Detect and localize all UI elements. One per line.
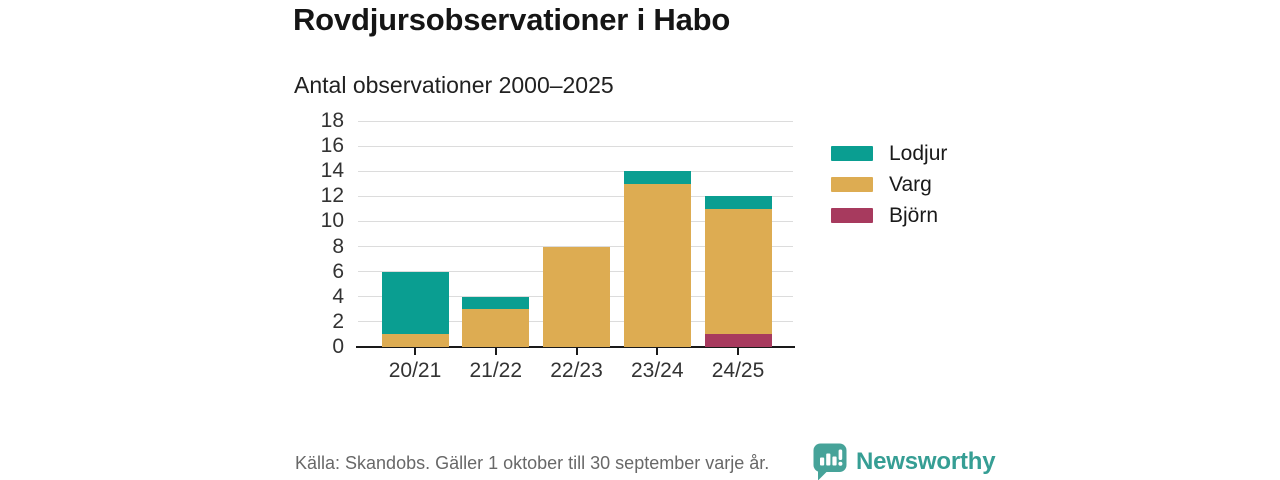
y-tick-label: 8 (332, 234, 344, 258)
bar-segment-varg (623, 183, 691, 347)
gridline (358, 120, 793, 122)
x-tick-label: 22/23 (550, 359, 603, 382)
bar-segment-lodjur (381, 271, 449, 335)
bar-20/21 (381, 121, 449, 347)
y-tick-label: 14 (320, 159, 344, 183)
x-axis-tick (494, 348, 497, 355)
newsworthy-logo-icon (813, 443, 847, 480)
source-note: Källa: Skandobs. Gäller 1 oktober till 3… (295, 453, 770, 473)
legend-item-lodjur: Lodjur (831, 142, 947, 165)
x-axis-tick (737, 348, 739, 355)
brand-name: Newsworthy (856, 448, 996, 475)
bar-23/24 (623, 121, 691, 347)
x-axis-tick (575, 348, 578, 355)
chart-legend: Lodjur Varg Björn (831, 142, 947, 235)
bar-segment-varg (543, 246, 610, 347)
x-tick-label: 23/24 (630, 359, 684, 382)
x-tick-label: 24/25 (711, 359, 765, 382)
legend-item-varg: Varg (831, 173, 947, 196)
legend-label: Varg (889, 173, 932, 196)
y-tick-label: 0 (332, 335, 344, 358)
legend-label: Björn (889, 204, 939, 227)
bar-segment-varg (381, 334, 449, 347)
bar-24/25 (704, 121, 772, 347)
bar-segment-lodjur (704, 196, 772, 209)
bar-segment-varg (462, 309, 530, 347)
legend-item-björn: Björn (831, 204, 947, 227)
y-tick-label: 18 (320, 109, 344, 132)
x-axis-tick (414, 348, 416, 355)
y-tick-label: 16 (320, 134, 344, 158)
bar-segment-björn (704, 334, 772, 347)
chart-subtitle: Antal observationer 2000–2025 (294, 72, 614, 98)
gridline (358, 145, 793, 147)
x-tick-label: 21/22 (469, 359, 523, 382)
brand-mark: Newsworthy (813, 443, 996, 480)
y-tick-label: 6 (332, 259, 344, 283)
legend-swatch-icon (831, 177, 873, 192)
legend-swatch-icon (831, 146, 873, 161)
bar-21/22 (462, 121, 530, 347)
y-tick-label: 10 (320, 209, 344, 233)
bar-segment-varg (704, 208, 772, 335)
gridline (358, 195, 793, 197)
x-axis-line (356, 346, 795, 348)
bar-segment-lodjur (462, 296, 530, 310)
bar-segment-lodjur (623, 171, 691, 184)
x-axis-tick (656, 348, 659, 355)
legend-swatch-icon (831, 208, 873, 223)
bar-22/23 (543, 121, 610, 347)
page-title: Rovdjursobservationer i Habo (293, 2, 731, 37)
gridline (358, 220, 793, 222)
y-tick-label: 12 (320, 184, 344, 208)
legend-label: Lodjur (889, 142, 948, 165)
x-tick-label: 20/21 (388, 359, 442, 382)
plot-area: 0 2 4 6 8 10 12 14 16 18 20/21 21/22 22/23 23/24 24/25 (321, 110, 795, 382)
gridline (358, 170, 793, 172)
y-tick-label: 4 (332, 284, 344, 308)
y-tick-label: 2 (332, 309, 344, 333)
